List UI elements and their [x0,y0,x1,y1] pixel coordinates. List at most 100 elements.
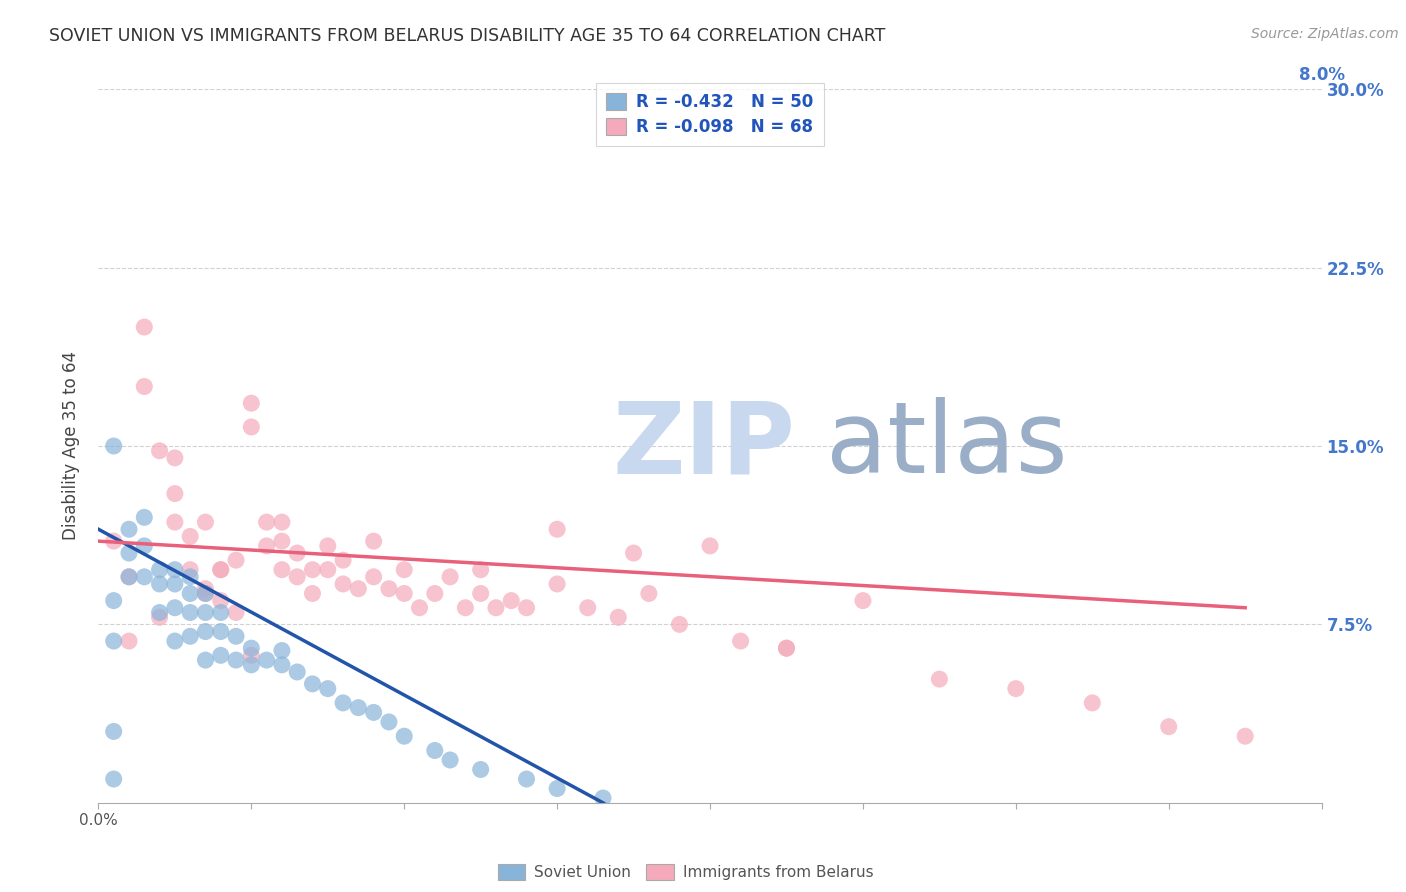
Point [103,634,125,648]
Point [470,563,492,577]
Point [347,582,370,596]
Point [240,641,263,656]
Point [225,629,247,643]
Point [1234,729,1257,743]
Point [225,553,247,567]
Point [470,586,492,600]
Point [423,743,446,757]
Point [134,510,156,524]
Point [285,665,308,679]
Point [179,629,201,643]
Point [103,534,125,549]
Point [730,634,752,648]
Point [194,586,217,600]
Point [225,653,247,667]
Point [1004,681,1026,696]
Point [118,546,141,560]
Point [194,653,217,667]
Point [194,606,217,620]
Point [316,681,339,696]
Point [576,600,599,615]
Point [668,617,690,632]
Point [194,624,217,639]
Point [163,634,186,648]
Point [623,546,645,560]
Point [118,634,141,648]
Point [149,563,172,577]
Point [240,657,263,672]
Point [256,653,278,667]
Point [240,420,263,434]
Point [454,600,477,615]
Point [423,586,446,600]
Point [516,772,538,786]
Point [270,657,294,672]
Point [546,577,568,591]
Legend: Soviet Union, Immigrants from Belarus: Soviet Union, Immigrants from Belarus [489,856,882,888]
Point [134,539,156,553]
Point [134,320,156,334]
Point [775,641,797,656]
Point [285,570,308,584]
Point [301,563,323,577]
Point [103,772,125,786]
Point [179,570,201,584]
Point [301,586,323,600]
Point [347,700,370,714]
Point [134,379,156,393]
Point [332,553,354,567]
Point [209,563,232,577]
Point [194,515,217,529]
Point [149,443,172,458]
Point [470,763,492,777]
Point [179,606,201,620]
Point [134,570,156,584]
Text: ZIP: ZIP [612,398,794,494]
Point [775,641,797,656]
Point [285,546,308,560]
Point [637,586,661,600]
Point [194,582,217,596]
Point [163,450,186,465]
Point [332,696,354,710]
Point [179,563,201,577]
Point [852,593,875,607]
Point [439,570,461,584]
Point [118,522,141,536]
Point [1081,696,1104,710]
Point [163,486,186,500]
Point [103,593,125,607]
Point [163,577,186,591]
Point [332,577,354,591]
Point [316,563,339,577]
Point [149,610,172,624]
Point [118,570,141,584]
Point [363,706,385,720]
Point [256,539,278,553]
Point [270,515,294,529]
Point [607,610,630,624]
Point [103,439,125,453]
Text: Source: ZipAtlas.com: Source: ZipAtlas.com [1251,27,1399,41]
Point [163,600,186,615]
Point [118,570,141,584]
Point [179,529,201,543]
Point [103,724,125,739]
Text: SOVIET UNION VS IMMIGRANTS FROM BELARUS DISABILITY AGE 35 TO 64 CORRELATION CHAR: SOVIET UNION VS IMMIGRANTS FROM BELARUS … [49,27,886,45]
Point [194,586,217,600]
Point [209,648,232,663]
Point [592,791,614,805]
Point [270,563,294,577]
Point [928,672,950,686]
Point [501,593,523,607]
Point [699,539,721,553]
Point [392,586,416,600]
Point [209,593,232,607]
Point [378,714,401,729]
Point [546,781,568,796]
Point [546,522,568,536]
Point [163,563,186,577]
Point [256,515,278,529]
Point [363,534,385,549]
Point [240,648,263,663]
